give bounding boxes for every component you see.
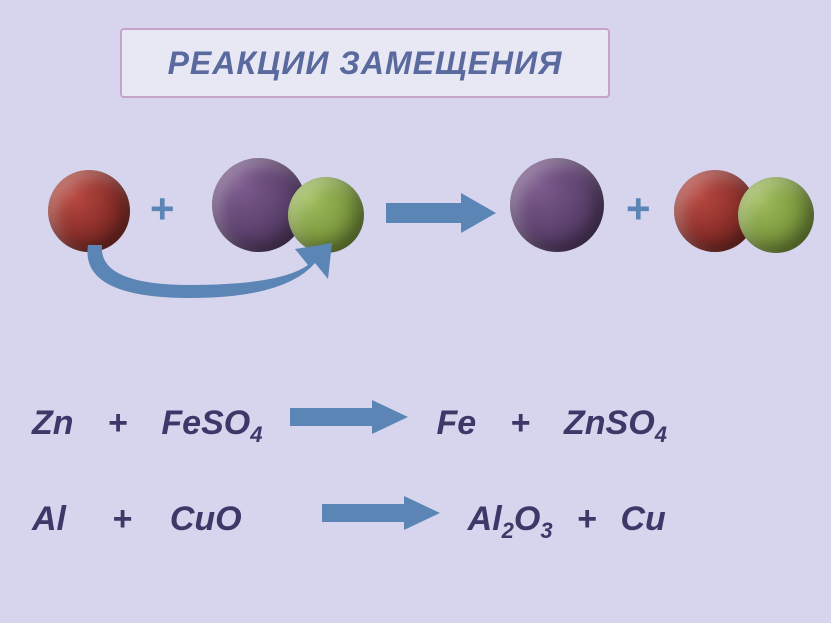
- reaction-diagram: + +: [48, 155, 788, 315]
- equations-block: Zn + FeSO4 Fe + ZnSO4 Al + CuO Al2O3 + C…: [32, 400, 667, 592]
- main-arrow-icon: [386, 193, 496, 233]
- eq1-arrow: [290, 400, 408, 434]
- plus-right: +: [626, 185, 651, 233]
- eq1-product1: Fe: [436, 404, 476, 443]
- sphere-red-left: [48, 170, 130, 252]
- eq-arrow-icon: [290, 400, 408, 434]
- eq2-product2: Cu: [620, 500, 665, 539]
- sphere-purple-right: [510, 158, 604, 252]
- title-box: РЕАКЦИИ ЗАМЕЩЕНИЯ: [120, 28, 610, 98]
- eq1-plus2: +: [510, 404, 530, 443]
- eq2-reactant2: CuO: [170, 500, 242, 539]
- sphere-green-right: [738, 177, 814, 253]
- eq2-plus1: +: [112, 500, 132, 539]
- eq1-product2: ZnSO4: [564, 404, 667, 448]
- eq-arrow-icon: [322, 496, 440, 530]
- eq1-reactant1: Zn: [32, 404, 74, 443]
- plus-left: +: [150, 185, 175, 233]
- sphere-green-left: [288, 177, 364, 253]
- eq2-product1: Al2O3: [468, 500, 553, 544]
- eq2-plus2: +: [577, 500, 597, 539]
- eq1-reactant2: FeSO4: [161, 404, 262, 448]
- title-text: РЕАКЦИИ ЗАМЕЩЕНИЯ: [168, 45, 563, 82]
- equation-1: Zn + FeSO4 Fe + ZnSO4: [32, 400, 667, 448]
- equation-2: Al + CuO Al2O3 + Cu: [32, 496, 667, 544]
- eq2-arrow: [322, 496, 440, 530]
- curved-arrow-icon: [70, 243, 345, 318]
- eq1-plus1: +: [108, 404, 128, 443]
- eq2-reactant1: Al: [32, 500, 66, 539]
